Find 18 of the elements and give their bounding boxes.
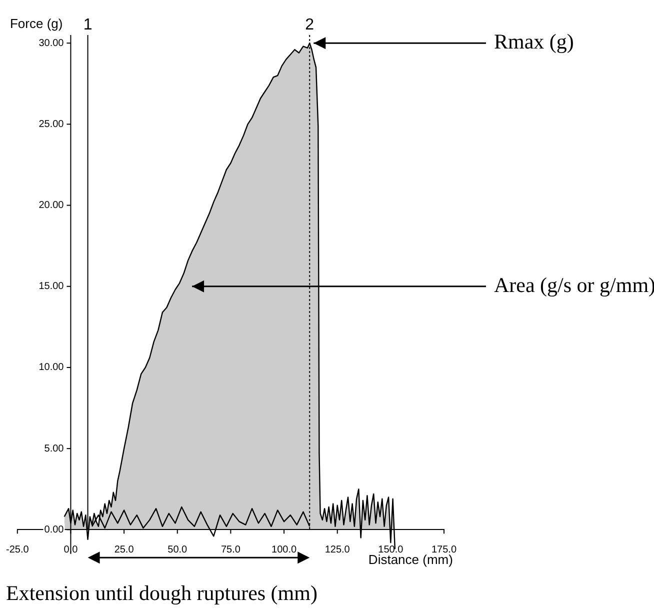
x-tick-label: 125.0 xyxy=(324,544,350,556)
annotation: 1 xyxy=(83,16,92,34)
x-tick-label: 75.0 xyxy=(220,544,241,556)
annotation: 2 xyxy=(305,16,314,34)
x-tick-label: 100.0 xyxy=(272,544,297,556)
x-tick-label: 25.0 xyxy=(114,544,134,556)
y-tick-label: 20.00 xyxy=(38,200,64,212)
y-tick-label: 5.00 xyxy=(44,443,64,454)
y-tick-label: 30.00 xyxy=(38,38,64,49)
annotation: Rmax (g) xyxy=(494,30,574,54)
text: Extension until dough ruptures (mm) xyxy=(6,581,318,606)
y-tick-label: 25.00 xyxy=(38,118,64,130)
y-tick-label: 15.00 xyxy=(38,281,64,292)
y-tick-label: 10.00 xyxy=(38,362,64,374)
x-tick-label: -25.0 xyxy=(6,544,30,556)
y-tick-label: 0.00 xyxy=(44,524,64,536)
y-axis-title: Force (g) xyxy=(10,16,63,32)
x-tick-label: 50.0 xyxy=(168,544,188,556)
